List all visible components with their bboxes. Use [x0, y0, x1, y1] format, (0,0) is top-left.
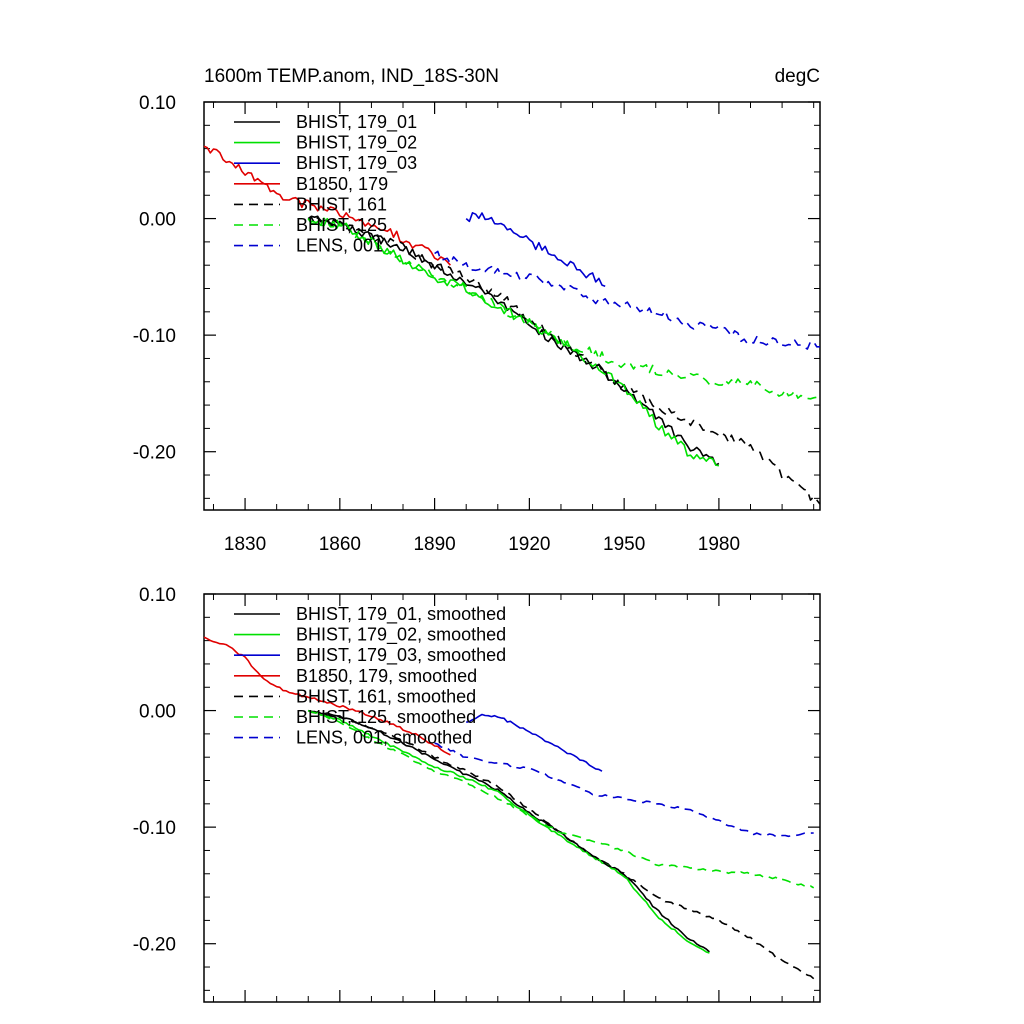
x-tick-label: 1950	[603, 534, 645, 555]
series-line	[307, 709, 815, 980]
x-tick-label: 1830	[224, 534, 266, 555]
series-line	[307, 215, 720, 466]
series-line	[307, 217, 821, 400]
legend-label: LENS, 001	[296, 236, 383, 256]
series-line	[203, 145, 451, 266]
series-line	[308, 709, 710, 954]
legend-label: BHIST, 179_01, smoothed	[296, 604, 506, 625]
y-tick-label: -0.10	[133, 818, 176, 839]
legend-label: BHIST, 179_02	[296, 133, 417, 154]
x-tick-label: 1920	[508, 534, 550, 555]
y-tick-label: -0.10	[133, 326, 176, 347]
legend-label: BHIST, 179_03, smoothed	[296, 645, 506, 666]
legend-label: BHIST, 125, smoothed	[296, 707, 476, 727]
legend-label: BHIST, 179_03	[296, 153, 417, 174]
y-tick-label: -0.20	[133, 443, 176, 464]
y-tick-label: -0.20	[133, 935, 176, 956]
y-tick-label: 0.00	[139, 210, 176, 231]
legend-label: BHIST, 179_02, smoothed	[296, 625, 506, 646]
legend-label: BHIST, 179_01	[296, 112, 417, 133]
x-tick-label: 1980	[698, 534, 740, 555]
series-line	[203, 636, 451, 756]
chart-title: 1600m TEMP.anom, IND_18S-30N	[204, 66, 499, 87]
series-line	[465, 212, 606, 287]
series-line	[434, 742, 814, 838]
series-line	[466, 713, 603, 772]
y-tick-label: 0.10	[139, 93, 176, 114]
legend-label: BHIST, 125	[296, 215, 387, 235]
panel-top: 1600m TEMP.anom, IND_18S-30N degC 1830 18…	[133, 66, 821, 555]
chart-units: degC	[775, 66, 820, 87]
panel-bottom: 0.10 0.00 -0.10 -0.20 BHIST, 179_01, smooth…	[133, 585, 821, 1003]
y-tick-label: 0.00	[139, 702, 176, 723]
series-line	[307, 216, 821, 505]
x-tick-label: 1890	[413, 534, 455, 555]
plot-frame	[203, 593, 821, 1003]
series-line	[307, 709, 815, 889]
plot-frame	[203, 101, 821, 511]
series-line	[434, 250, 820, 350]
y-tick-label: 0.10	[139, 585, 176, 606]
legend-label: BHIST, 161	[296, 194, 387, 214]
legend-label: B1850, 179	[296, 174, 388, 194]
x-tick-label: 1860	[319, 534, 361, 555]
series-line	[307, 217, 720, 467]
series-line	[307, 709, 710, 953]
legend-label: BHIST, 161, smoothed	[296, 686, 476, 706]
legend-label: B1850, 179, smoothed	[296, 666, 477, 686]
legend-label: LENS, 001, smoothed	[296, 728, 472, 748]
